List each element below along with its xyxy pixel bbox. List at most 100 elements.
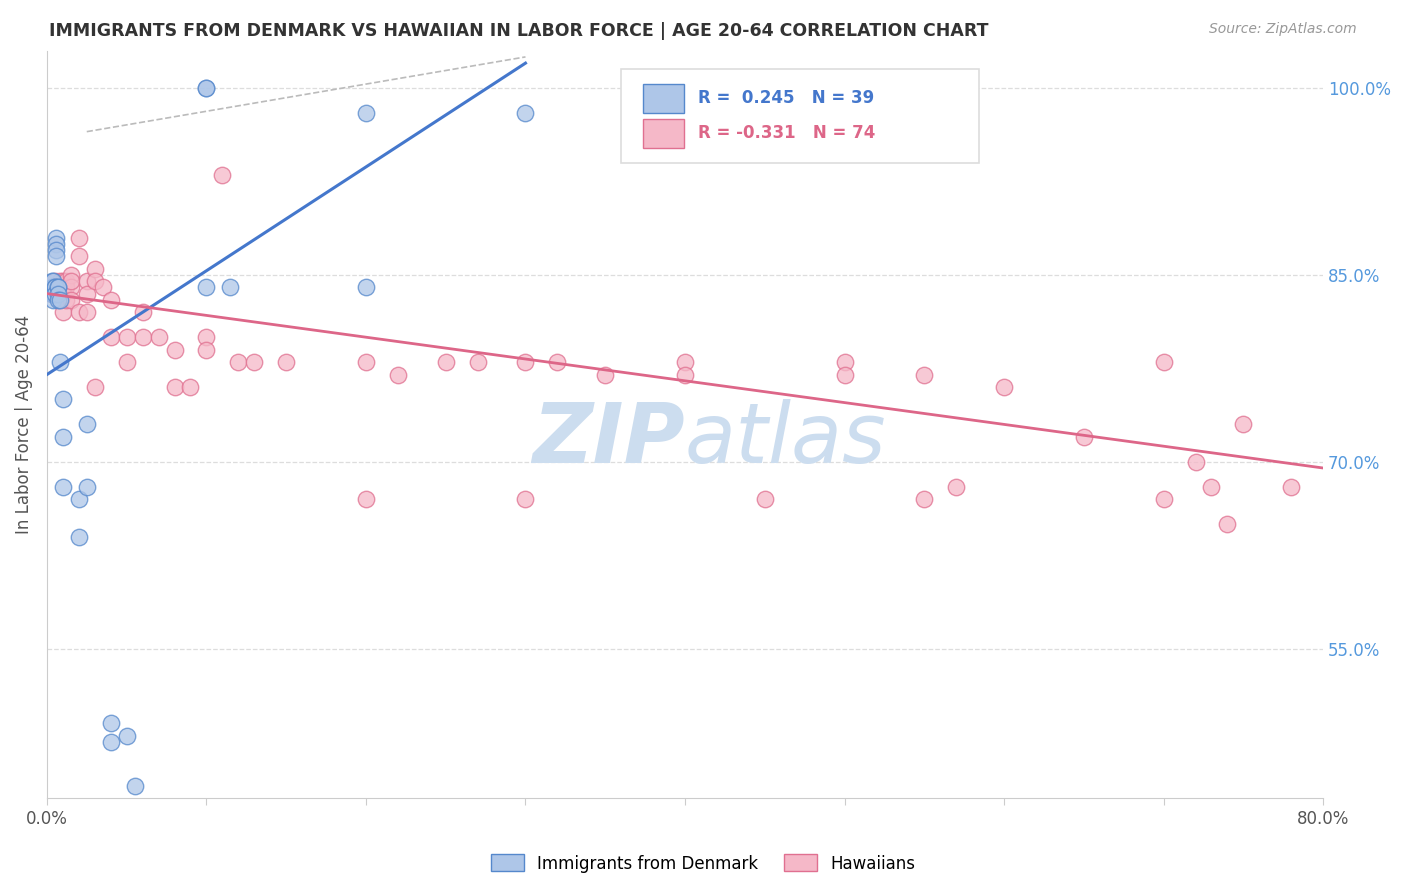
- Point: [546, 355, 568, 369]
- Point: [52, 280, 75, 294]
- Point: [42, 286, 65, 301]
- Point: [515, 492, 537, 507]
- Point: [55, 293, 77, 307]
- Point: [1184, 455, 1206, 469]
- Point: [41, 274, 63, 288]
- Point: [834, 355, 856, 369]
- Point: [48, 293, 70, 307]
- Point: [945, 480, 967, 494]
- Point: [41, 286, 63, 301]
- Point: [228, 355, 250, 369]
- Point: [46, 280, 69, 294]
- Y-axis label: In Labor Force | Age 20-64: In Labor Force | Age 20-64: [15, 315, 32, 534]
- Point: [673, 368, 696, 382]
- Point: [179, 380, 201, 394]
- Point: [48, 355, 70, 369]
- Point: [55, 280, 77, 294]
- Text: atlas: atlas: [685, 399, 887, 480]
- Point: [115, 330, 138, 344]
- Point: [76, 305, 98, 319]
- Point: [52, 286, 75, 301]
- Point: [1153, 355, 1175, 369]
- Point: [912, 368, 935, 382]
- Point: [67, 492, 90, 507]
- Point: [42, 274, 65, 288]
- Point: [76, 417, 98, 432]
- Point: [44, 280, 66, 294]
- Point: [515, 355, 537, 369]
- Point: [67, 529, 90, 543]
- Point: [46, 286, 69, 301]
- Point: [387, 368, 409, 382]
- Point: [993, 380, 1015, 394]
- Point: [45, 236, 67, 251]
- Point: [131, 305, 153, 319]
- Point: [67, 305, 90, 319]
- FancyBboxPatch shape: [643, 120, 683, 148]
- Point: [44, 286, 66, 301]
- Point: [52, 392, 75, 407]
- Point: [46, 280, 69, 294]
- FancyBboxPatch shape: [621, 70, 979, 163]
- Point: [1153, 492, 1175, 507]
- Point: [44, 280, 66, 294]
- Point: [52, 274, 75, 288]
- Point: [42, 280, 65, 294]
- Point: [52, 430, 75, 444]
- Point: [76, 286, 98, 301]
- Point: [44, 274, 66, 288]
- Point: [354, 355, 377, 369]
- Point: [467, 355, 489, 369]
- Point: [219, 280, 242, 294]
- Point: [67, 230, 90, 244]
- Point: [673, 355, 696, 369]
- Point: [45, 286, 67, 301]
- Point: [115, 729, 138, 743]
- Point: [1201, 480, 1223, 494]
- Point: [1216, 517, 1239, 532]
- Point: [195, 81, 218, 95]
- Point: [354, 106, 377, 120]
- Point: [100, 330, 122, 344]
- Point: [55, 274, 77, 288]
- Point: [100, 293, 122, 307]
- Point: [46, 293, 69, 307]
- Point: [46, 286, 69, 301]
- Point: [83, 261, 105, 276]
- Point: [45, 280, 67, 294]
- Point: [59, 268, 82, 282]
- Point: [42, 280, 65, 294]
- Point: [44, 286, 66, 301]
- Point: [67, 249, 90, 263]
- Point: [46, 280, 69, 294]
- Point: [131, 330, 153, 344]
- Point: [243, 355, 266, 369]
- Text: R =  0.245   N = 39: R = 0.245 N = 39: [697, 89, 875, 107]
- Text: R = -0.331   N = 74: R = -0.331 N = 74: [697, 124, 875, 142]
- Point: [45, 249, 67, 263]
- Point: [83, 274, 105, 288]
- Point: [59, 293, 82, 307]
- Point: [211, 168, 233, 182]
- Point: [52, 305, 75, 319]
- Point: [354, 492, 377, 507]
- Point: [76, 274, 98, 288]
- Point: [1279, 480, 1302, 494]
- Point: [195, 343, 218, 357]
- Point: [45, 230, 67, 244]
- Point: [593, 368, 616, 382]
- Point: [115, 355, 138, 369]
- Legend: Immigrants from Denmark, Hawaiians: Immigrants from Denmark, Hawaiians: [484, 847, 922, 880]
- Point: [124, 779, 146, 793]
- FancyBboxPatch shape: [643, 85, 683, 112]
- Point: [912, 492, 935, 507]
- Point: [1232, 417, 1254, 432]
- Point: [195, 330, 218, 344]
- Point: [1073, 430, 1095, 444]
- Point: [148, 330, 170, 344]
- Point: [48, 280, 70, 294]
- Point: [354, 280, 377, 294]
- Point: [76, 480, 98, 494]
- Point: [834, 368, 856, 382]
- Point: [100, 716, 122, 731]
